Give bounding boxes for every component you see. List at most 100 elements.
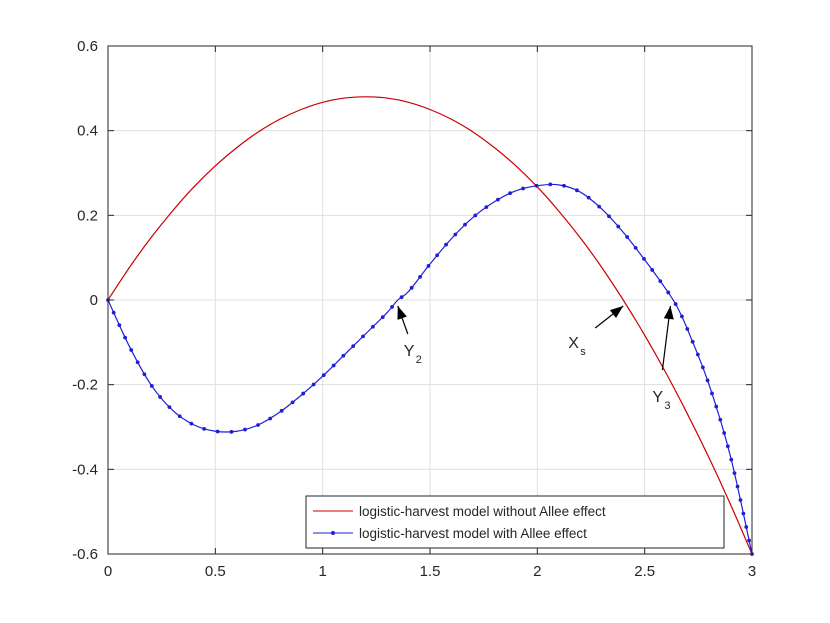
annotation-arrow-head [397, 306, 407, 320]
legend-marker-blue [331, 531, 335, 535]
y-tick-label: -0.6 [72, 546, 98, 563]
data-point [341, 353, 346, 358]
data-point [380, 315, 385, 319]
data-point [700, 365, 705, 370]
data-point [256, 423, 260, 427]
annotation-arrow-head [663, 306, 674, 320]
data-point [123, 335, 128, 340]
series-line-without-allee [107, 96, 753, 555]
data-point [463, 222, 467, 227]
annotation-arrow-head [609, 306, 624, 318]
data-point [111, 310, 116, 315]
data-point [290, 400, 295, 405]
data-point [370, 324, 375, 329]
y-tick-label: 0.6 [77, 38, 98, 55]
y-tick-label: -0.2 [72, 377, 98, 394]
data-point [534, 183, 539, 188]
x-tick-label: 3 [748, 563, 756, 580]
data-point [722, 431, 727, 435]
data-point [575, 188, 579, 193]
data-point [435, 253, 440, 258]
data-point [279, 408, 284, 413]
data-point [409, 285, 414, 290]
data-point [738, 498, 743, 502]
data-point [680, 314, 684, 319]
annotation-subscript: s [580, 346, 586, 358]
x-tick-label: 1 [318, 563, 326, 580]
data-point [548, 182, 553, 187]
x-tick-label: 0.5 [205, 563, 226, 580]
data-point [616, 224, 621, 229]
series-layer [106, 96, 754, 556]
data-point [321, 373, 326, 378]
data-point [484, 205, 489, 210]
data-point [117, 323, 122, 328]
data-point [725, 444, 730, 449]
data-point [642, 256, 646, 261]
annotation-label: Y [652, 389, 663, 406]
data-point [718, 417, 723, 422]
annotation-label: Y [404, 343, 415, 360]
data-point [243, 427, 247, 432]
data-point [177, 414, 182, 419]
data-point [444, 242, 448, 247]
data-point [311, 382, 316, 387]
annotation-subscript: 2 [416, 354, 422, 366]
data-point [735, 484, 740, 489]
data-point [142, 372, 147, 377]
data-point [658, 279, 663, 284]
y-tick-label: 0 [90, 292, 98, 309]
data-point [747, 538, 752, 543]
data-point [521, 186, 525, 191]
data-point [586, 195, 591, 200]
data-point [729, 457, 734, 462]
legend: logistic-harvest model without Allee eff… [305, 495, 725, 549]
data-point [453, 232, 458, 237]
data-point [625, 235, 630, 239]
series-line-with-allee [107, 183, 753, 555]
data-point [331, 363, 336, 368]
data-point [215, 429, 220, 434]
x-tick-label: 1.5 [420, 563, 441, 580]
x-tick-label: 2.5 [634, 563, 655, 580]
data-point [597, 204, 602, 209]
data-point [351, 344, 356, 348]
data-point [685, 327, 690, 331]
data-point [562, 183, 566, 188]
data-point [741, 511, 746, 516]
data-point [508, 191, 512, 196]
data-point [607, 214, 611, 219]
data-point [129, 348, 134, 352]
data-point [135, 360, 140, 365]
x-tick-label: 2 [533, 563, 541, 580]
data-point [361, 334, 365, 339]
data-point [473, 213, 478, 218]
data-point [714, 404, 719, 409]
y-tick-label: -0.4 [72, 461, 98, 478]
x-tick-label: 0 [104, 563, 112, 580]
legend-label-without-allee: logistic-harvest model without Allee eff… [359, 504, 606, 519]
data-point [301, 391, 306, 396]
data-point [189, 421, 194, 426]
data-point [732, 471, 737, 475]
data-point [710, 391, 714, 396]
data-point [666, 290, 671, 295]
data-point [418, 274, 422, 279]
data-point [744, 525, 749, 529]
data-point [690, 339, 695, 344]
data-point [229, 429, 234, 434]
data-point [496, 197, 500, 202]
data-point [390, 305, 394, 309]
ticks: 0 0.5 1 1.5 2 2.5 3 -0.6 -0.4 -0.2 0 0.2 0.4 0.6 [72, 38, 756, 580]
data-point [167, 405, 172, 410]
data-point [695, 352, 700, 357]
legend-label-with-allee: logistic-harvest model with Allee effect [359, 526, 587, 541]
data-point [268, 416, 273, 421]
data-point [202, 426, 207, 431]
legend-box [305, 495, 725, 549]
data-point [399, 295, 404, 300]
data-point [633, 245, 638, 250]
annotations: Y 2X sY 3 [397, 305, 674, 412]
y-tick-label: 0.4 [77, 123, 98, 140]
